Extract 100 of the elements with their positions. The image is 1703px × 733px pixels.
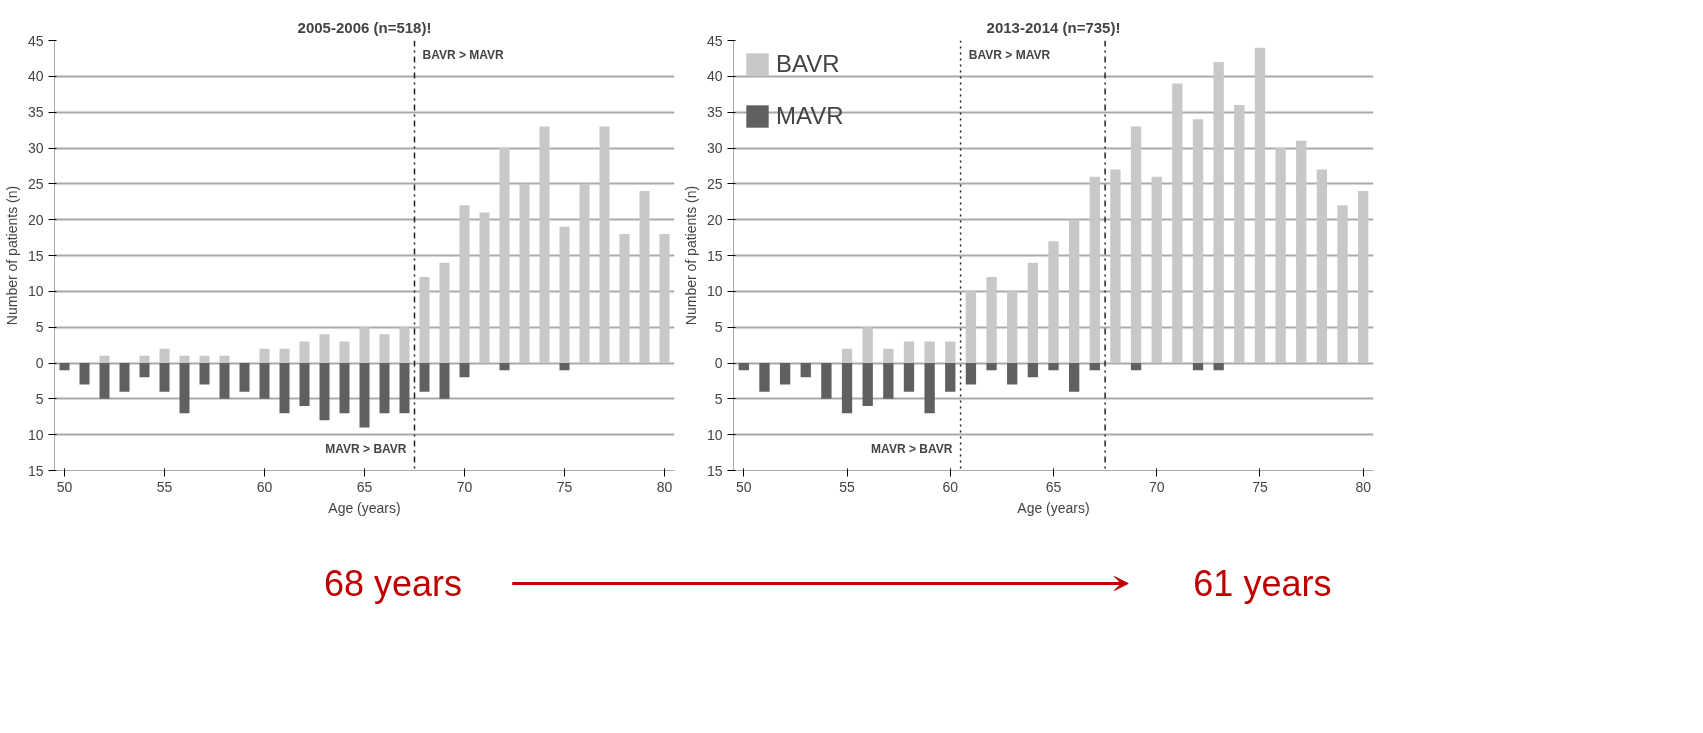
bar [439,363,450,399]
x-tick-label: 65 [1045,478,1062,495]
bar [339,363,350,414]
bar [1027,262,1039,363]
bar [841,348,853,363]
y-tick-label: 0 [35,355,44,371]
x-axis-title: Age (years) [1017,499,1090,516]
bar [179,363,190,414]
y-tick-label: 30 [706,140,723,156]
legend-label: MAVR [776,102,844,130]
bar [279,348,290,363]
bar [199,363,210,385]
bar [159,348,170,363]
bar [139,355,150,363]
text: 68 years [323,563,463,604]
bar [379,334,390,363]
y-tick-label: 10 [706,426,723,443]
bar [519,183,530,363]
annotation: MAVR > BAVR [871,442,953,457]
y-tick-label: 5 [35,390,44,407]
bar [399,363,410,414]
x-tick-label: 70 [456,478,473,495]
x-tick-label: 55 [156,478,173,495]
bar [821,363,832,399]
bar [965,363,977,385]
bar [1089,363,1100,371]
x-tick-label: 75 [1252,478,1268,495]
bar [1254,47,1266,363]
bar [119,363,130,392]
bar [299,363,310,406]
y-tick-label: 10 [27,426,44,443]
bar [479,212,490,363]
y-tick-label: 20 [706,211,723,228]
bar [1172,83,1183,363]
annotation: MAVR > BAVR [325,442,407,457]
bar [1213,62,1224,363]
y-tick-label: 15 [706,247,723,264]
y-tick-label: 5 [35,319,44,336]
x-tick-label: 75 [556,478,573,495]
y-tick-label: 5 [714,319,723,336]
bar [179,355,190,363]
y-tick-label: 40 [706,68,723,85]
bar [986,363,997,371]
bar [619,234,630,363]
bar [459,363,470,378]
bar [639,191,650,363]
y-tick-label: 25 [706,175,723,192]
x-tick-label: 65 [356,478,373,495]
bar [99,355,110,363]
y-tick-label: 30 [27,140,44,156]
y-tick-label: 0 [714,355,723,371]
bar [924,341,935,363]
bar [219,355,230,363]
bar [841,363,853,414]
bar [1192,363,1204,371]
bar [1358,191,1369,363]
bar [986,277,997,363]
bar [862,327,873,363]
bar [359,363,370,428]
bar [559,363,570,371]
bar [399,327,410,363]
bar [903,363,915,392]
bar [1151,176,1162,363]
bar [1337,205,1348,363]
bar [299,341,310,363]
bar [965,291,977,363]
bar [738,363,749,371]
bar [259,363,270,399]
bar [1275,148,1286,363]
bar [559,226,570,363]
bar [1130,126,1142,363]
y-tick-label: 15 [27,247,44,264]
bar [1089,176,1100,363]
bar [379,363,390,414]
bar [1068,363,1080,392]
bar [1213,363,1224,371]
y-tick-label: 45 [706,32,723,49]
x-tick-label: 80 [1355,478,1372,495]
bar [1048,241,1059,363]
bar [99,363,110,399]
y-tick-label: 35 [27,104,44,121]
bar [779,363,791,385]
y-tick-label: 5 [714,390,723,407]
bar [945,341,956,363]
bar [59,363,70,371]
bar [539,126,550,363]
bar [419,363,430,392]
bar [319,363,330,421]
bar [579,183,590,363]
y-tick-label: 15 [706,462,723,479]
bar [499,363,510,371]
bar [800,363,811,378]
bar [1296,140,1307,363]
bar [759,363,770,392]
x-tick-label: 50 [56,478,73,495]
x-axis-title: Age (years) [328,499,401,516]
y-axis-title: Number of patients (n) [682,185,699,326]
bar [924,363,935,414]
bar [439,262,450,363]
bar [319,334,330,363]
